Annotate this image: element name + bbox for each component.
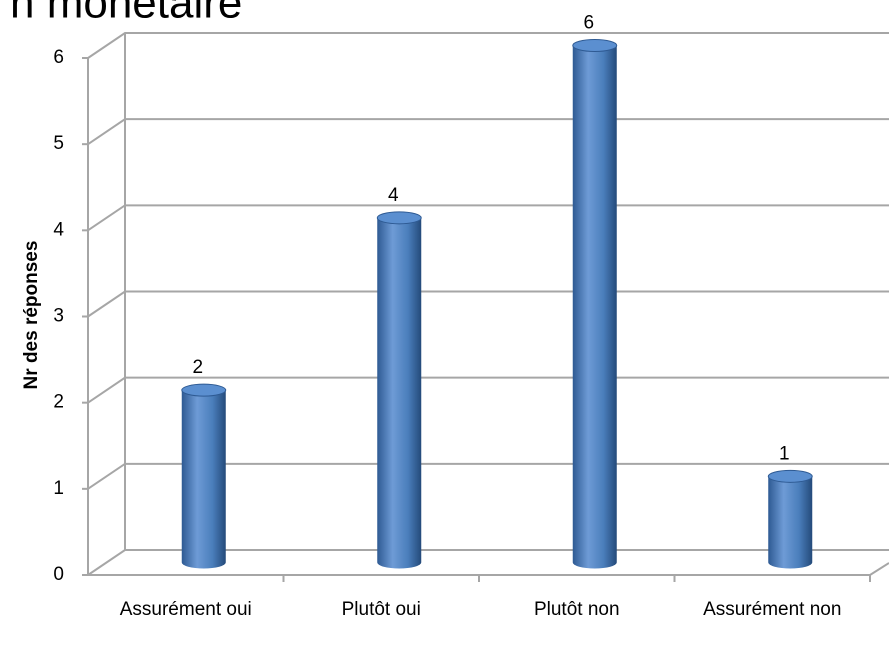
y-tick-label: 2 bbox=[53, 392, 64, 413]
bar-top bbox=[572, 39, 618, 52]
bar-body bbox=[572, 45, 617, 569]
data-label: 6 bbox=[583, 13, 594, 34]
y-tick-label: 6 bbox=[53, 47, 64, 68]
y-tick-label: 4 bbox=[53, 219, 64, 240]
bar-top bbox=[767, 469, 813, 483]
x-tick-label: Assurément non bbox=[703, 599, 841, 620]
bar-top bbox=[376, 211, 422, 225]
y-axis-label: Nr des réponses bbox=[21, 241, 42, 390]
bar-body bbox=[768, 476, 813, 569]
y-tick-label: 1 bbox=[53, 478, 64, 499]
bar bbox=[572, 39, 618, 569]
grid-line bbox=[87, 118, 889, 145]
chart-title: n monétaire bbox=[10, 0, 242, 28]
grid-line bbox=[87, 204, 889, 232]
bar-body bbox=[377, 217, 422, 569]
data-label: 1 bbox=[779, 443, 790, 464]
x-tick-label: Assurément oui bbox=[120, 599, 252, 620]
data-label: 2 bbox=[192, 357, 203, 378]
bar bbox=[376, 211, 422, 569]
x-tick-label: Plutôt non bbox=[534, 599, 620, 620]
bar-body bbox=[181, 390, 226, 569]
x-tick-label: Plutôt oui bbox=[342, 599, 421, 620]
data-label: 4 bbox=[388, 185, 399, 206]
grid-line bbox=[87, 290, 889, 318]
y-tick-label: 5 bbox=[53, 133, 64, 154]
grid-line bbox=[87, 32, 889, 59]
y-tick-label: 0 bbox=[53, 564, 64, 585]
bar-top bbox=[181, 383, 227, 397]
y-tick-label: 3 bbox=[53, 306, 64, 327]
bar bbox=[181, 383, 227, 569]
bar bbox=[767, 469, 813, 569]
